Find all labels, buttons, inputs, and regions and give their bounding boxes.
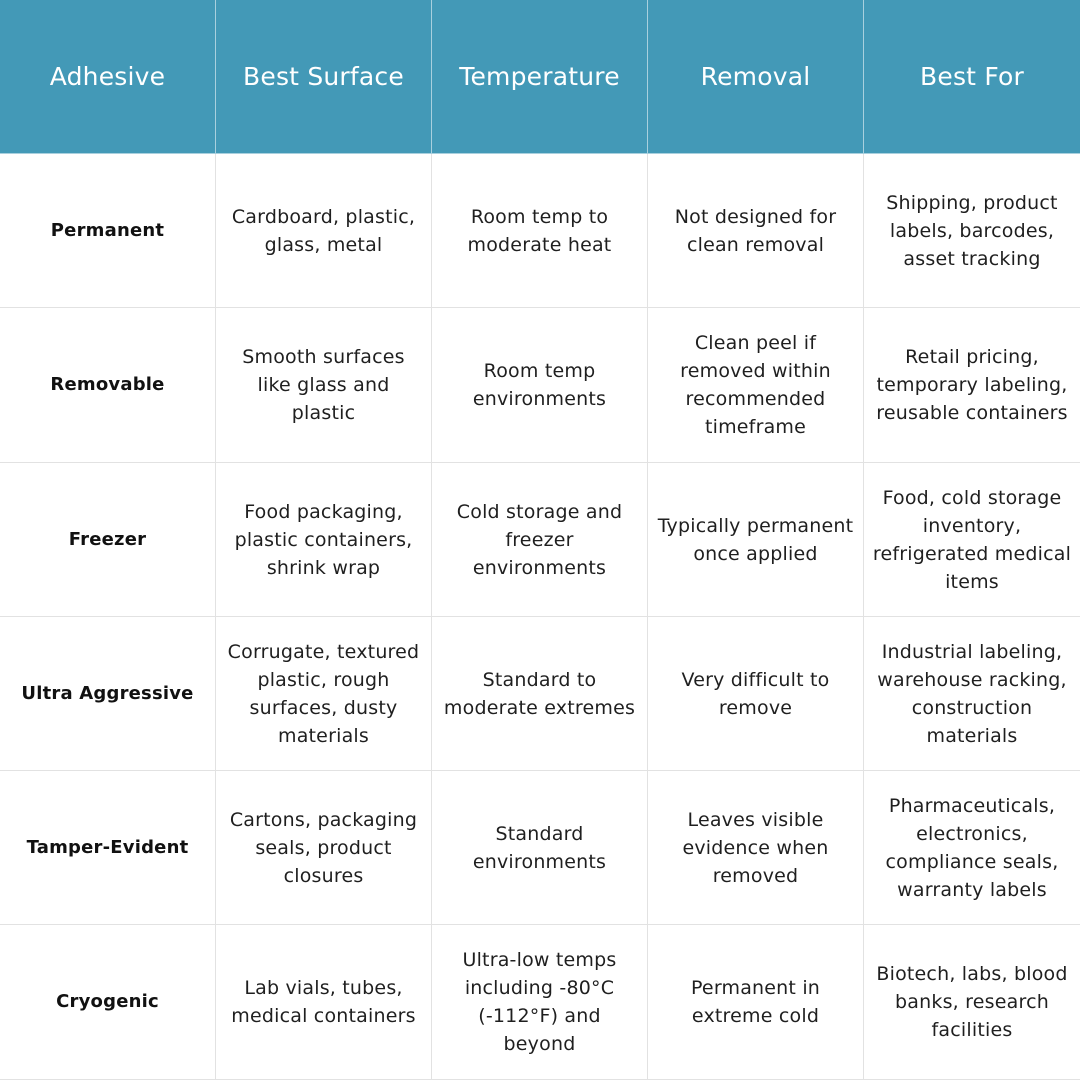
row-label-adhesive: Freezer (0, 463, 216, 617)
table-cell-best-surface: Smooth surfaces like glass and plastic (216, 308, 432, 463)
column-header-best-surface: Best Surface (216, 0, 432, 154)
column-header-best-for: Best For (864, 0, 1080, 154)
table-cell-best-for: Industrial labeling, warehouse racking, … (864, 617, 1080, 771)
row-label-adhesive: Removable (0, 308, 216, 463)
table-cell-best-surface: Lab vials, tubes, medical containers (216, 925, 432, 1080)
table-cell-removal: Not designed for clean removal (648, 154, 864, 308)
row-label-adhesive: Permanent (0, 154, 216, 308)
table-cell-removal: Very difficult to remove (648, 617, 864, 771)
table-cell-temperature: Standard to moderate extremes (432, 617, 648, 771)
table-cell-best-for: Retail pricing, temporary labeling, reus… (864, 308, 1080, 463)
table-cell-temperature: Cold storage and freezer environments (432, 463, 648, 617)
table-cell-temperature: Standard environments (432, 771, 648, 925)
table-cell-temperature: Room temp to moderate heat (432, 154, 648, 308)
row-label-adhesive: Tamper-Evident (0, 771, 216, 925)
table-cell-temperature: Ultra-low temps including -80°C (-112°F)… (432, 925, 648, 1080)
table-cell-best-for: Food, cold storage inventory, refrigerat… (864, 463, 1080, 617)
table-cell-removal: Typically permanent once applied (648, 463, 864, 617)
table-cell-removal: Clean peel if removed within recommended… (648, 308, 864, 463)
column-header-removal: Removal (648, 0, 864, 154)
table-cell-removal: Permanent in extreme cold (648, 925, 864, 1080)
column-header-temperature: Temperature (432, 0, 648, 154)
table-cell-best-for: Shipping, product labels, barcodes, asse… (864, 154, 1080, 308)
table-cell-best-surface: Food packaging, plastic containers, shri… (216, 463, 432, 617)
row-label-adhesive: Cryogenic (0, 925, 216, 1080)
table-cell-temperature: Room temp environments (432, 308, 648, 463)
table-cell-best-for: Biotech, labs, blood banks, research fac… (864, 925, 1080, 1080)
table-cell-best-surface: Cardboard, plastic, glass, metal (216, 154, 432, 308)
table-cell-best-for: Pharmaceuticals, electronics, compliance… (864, 771, 1080, 925)
column-header-adhesive: Adhesive (0, 0, 216, 154)
row-label-adhesive: Ultra Aggressive (0, 617, 216, 771)
table-cell-best-surface: Corrugate, textured plastic, rough surfa… (216, 617, 432, 771)
table-cell-best-surface: Cartons, packaging seals, product closur… (216, 771, 432, 925)
table-cell-removal: Leaves visible evidence when removed (648, 771, 864, 925)
